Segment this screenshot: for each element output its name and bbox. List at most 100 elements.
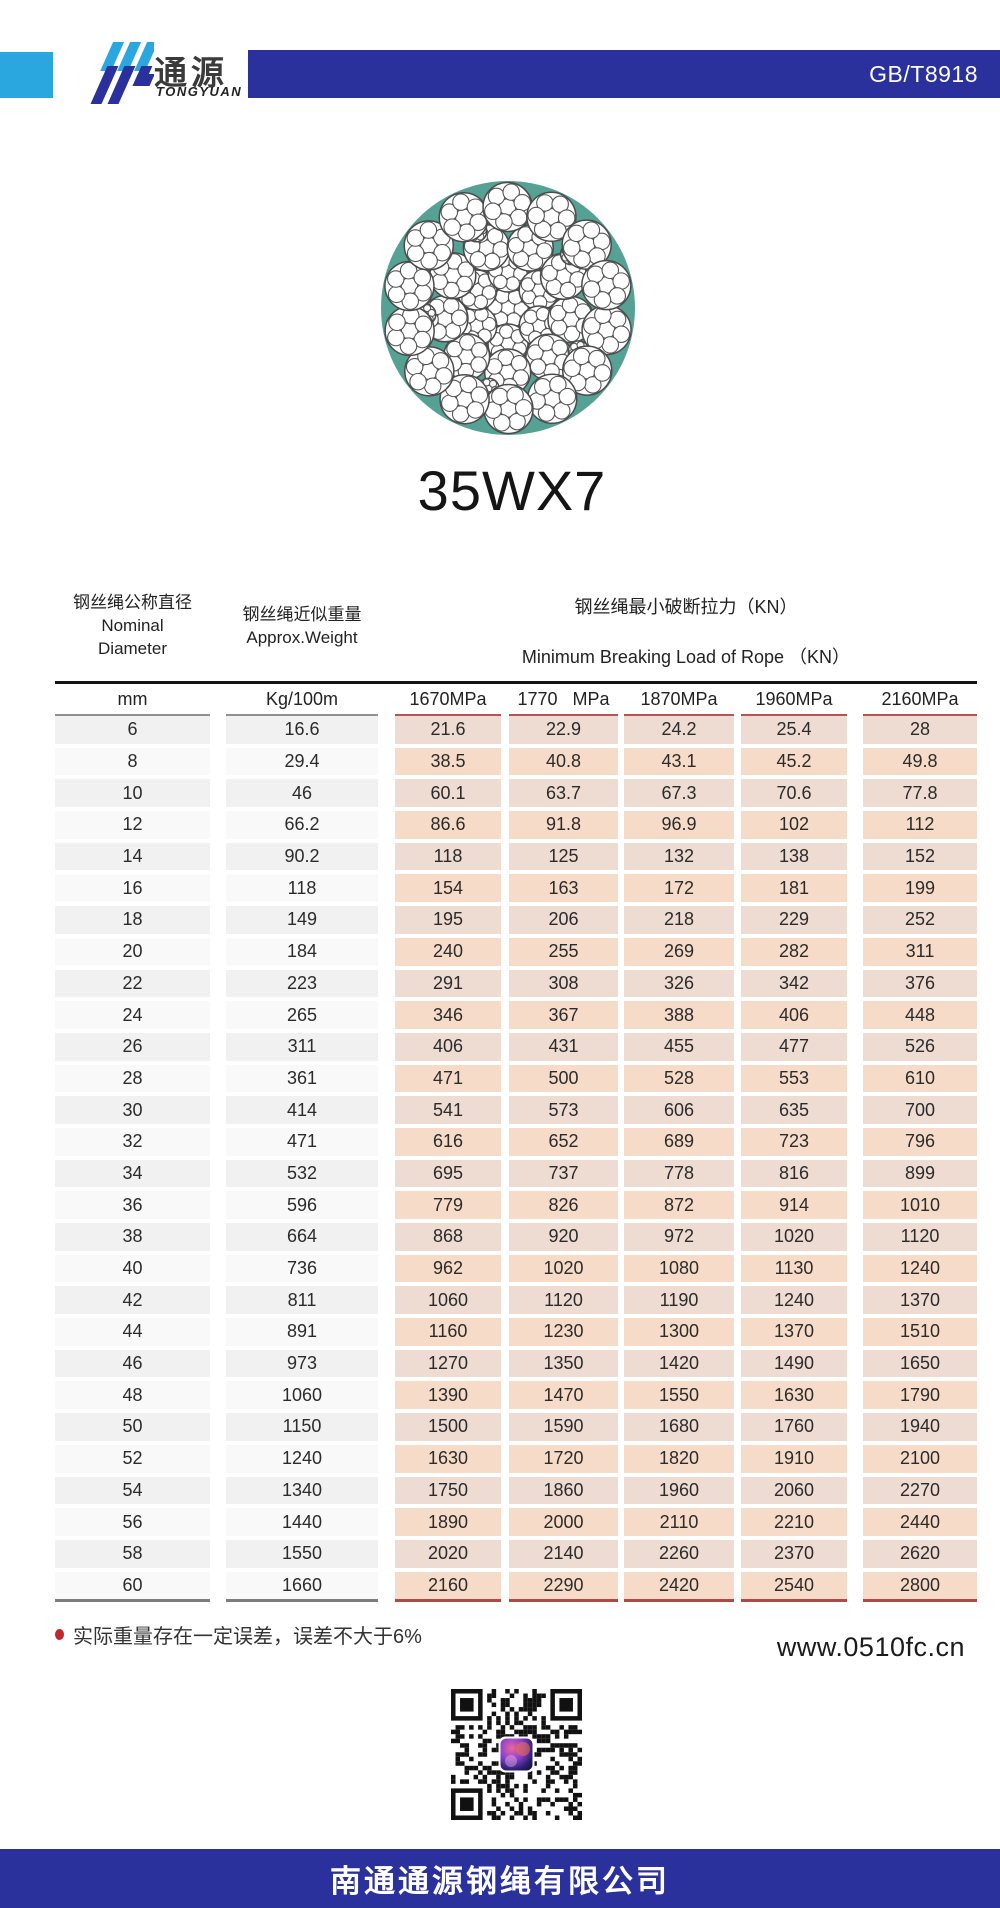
table-cell: 70.6 (741, 779, 847, 808)
diameter-column: 6 8 10 12 14 16 18 20 22 24 26 28 30 32 34 36 38 40 42 44 46… (55, 714, 210, 1606)
table-cell: 255 (509, 937, 618, 966)
table-cell: 596 (226, 1191, 378, 1219)
table-cell: 1940 (863, 1413, 977, 1441)
weight-header-en: Approx.Weight (246, 628, 358, 647)
table-cell: 265 (226, 1001, 378, 1029)
table-cell: 816 (741, 1159, 847, 1188)
table-cell: 1630 (741, 1381, 847, 1410)
table-cell: 1470 (509, 1381, 618, 1410)
table-cell: 206 (509, 906, 618, 934)
table-cell: 326 (624, 969, 734, 998)
breaking-load-header-cn: 钢丝绳最小破断拉力（KN） (574, 597, 798, 617)
unit-label: 2160MPa (881, 688, 959, 709)
table-cell: 195 (395, 906, 501, 934)
table-cell: 891 (226, 1318, 378, 1346)
table-cell: 500 (509, 1064, 618, 1093)
table-cell: 1010 (863, 1191, 977, 1219)
table-cell: 346 (395, 1001, 501, 1029)
diameter-header-cn: 钢丝绳公称直径 (73, 593, 192, 612)
table-cell: 1230 (509, 1318, 618, 1346)
table-cell: 2100 (863, 1444, 977, 1473)
table-cell: 553 (741, 1064, 847, 1093)
table-cell: 1080 (624, 1254, 734, 1283)
table-cell: 689 (624, 1127, 734, 1156)
table-cell: 2270 (863, 1476, 977, 1505)
table-cell: 1390 (395, 1381, 501, 1410)
company-name: 南通通源钢绳有限公司 (330, 1864, 670, 1899)
table-cell: 96.9 (624, 811, 734, 839)
table-cell: 48 (55, 1381, 210, 1410)
table-cell: 1820 (624, 1444, 734, 1473)
table-cell: 118 (226, 874, 378, 903)
table-cell: 573 (509, 1096, 618, 1124)
table-cell: 12 (55, 811, 210, 839)
table-cell: 102 (741, 811, 847, 839)
table-cell: 22.9 (509, 714, 618, 744)
unit-row: mm Kg/100m 1670MPa 1770 MPa 1870MPa 1960MPa 21… (55, 684, 977, 714)
table-cell: 2440 (863, 1508, 977, 1536)
note-bullet-icon (55, 1629, 64, 1640)
table-cell: 342 (741, 969, 847, 998)
table-cell: 610 (863, 1064, 977, 1093)
table-cell: 1370 (863, 1286, 977, 1315)
table-cell: 1500 (395, 1413, 501, 1441)
table-cell: 616 (395, 1127, 501, 1156)
table-cell: 723 (741, 1127, 847, 1156)
breaking-load-header-en: Minimum Breaking Load of Rope （KN） (521, 647, 851, 667)
table-cell: 181 (741, 874, 847, 903)
table-cell: 28 (55, 1064, 210, 1093)
table-cell: 56 (55, 1508, 210, 1536)
table-cell: 42 (55, 1286, 210, 1315)
table-cell: 252 (863, 906, 977, 934)
unit-label: 1960MPa (755, 688, 833, 709)
table-cell: 1910 (741, 1444, 847, 1473)
table-cell: 63.7 (509, 779, 618, 808)
table-cell: 1790 (863, 1381, 977, 1410)
table-cell: 38.5 (395, 747, 501, 776)
standard-label: GB/T8918 (869, 60, 978, 87)
table-cell: 25.4 (741, 714, 847, 744)
table-cell: 664 (226, 1223, 378, 1251)
table-cell: 778 (624, 1159, 734, 1188)
table-cell: 1890 (395, 1508, 501, 1536)
unit-label: 1870MPa (640, 688, 718, 709)
table-cell: 50 (55, 1413, 210, 1441)
table-cell: 77.8 (863, 779, 977, 808)
table-cell: 14 (55, 842, 210, 871)
table-cell: 40.8 (509, 747, 618, 776)
table-cell: 471 (395, 1064, 501, 1093)
table-cell: 406 (741, 1001, 847, 1029)
table-cell: 66.2 (226, 811, 378, 839)
table-cell: 1490 (741, 1349, 847, 1378)
brand-name-cn: 通源 (154, 54, 228, 91)
table-cell: 1960 (624, 1476, 734, 1505)
table-cell: 635 (741, 1096, 847, 1124)
corner-accent-square (0, 52, 53, 98)
table-cell: 406 (395, 1032, 501, 1061)
table-header: 钢丝绳公称直径 Nominal Diameter 钢丝绳近似重量 Approx.… (55, 588, 977, 681)
table-cell: 914 (741, 1191, 847, 1219)
top-bar: GB/T8918 (248, 50, 1000, 98)
table-cell: 1630 (395, 1444, 501, 1473)
table-cell: 86.6 (395, 811, 501, 839)
table-cell: 132 (624, 842, 734, 871)
tongyuan-logo-mark-icon (90, 42, 154, 104)
table-cell: 700 (863, 1096, 977, 1124)
table-cell: 2210 (741, 1508, 847, 1536)
table-cell: 22 (55, 969, 210, 998)
table-cell: 1190 (624, 1286, 734, 1315)
table-cell: 1240 (226, 1444, 378, 1473)
table-cell: 30 (55, 1096, 210, 1124)
table-cell: 291 (395, 969, 501, 998)
table-cell: 1590 (509, 1413, 618, 1441)
table-cell: 872 (624, 1191, 734, 1219)
table-cell: 223 (226, 969, 378, 998)
spec-table: 钢丝绳公称直径 Nominal Diameter 钢丝绳近似重量 Approx.… (55, 588, 977, 1606)
brand-name-en: TONGYUAN (156, 84, 243, 99)
table-cell: 477 (741, 1032, 847, 1061)
bottom-bar: 南通通源钢绳有限公司 (0, 1849, 1000, 1908)
table-cell: 240 (395, 937, 501, 966)
table-cell: 138 (741, 842, 847, 871)
table-cell: 367 (509, 1001, 618, 1029)
table-cell: 695 (395, 1159, 501, 1188)
